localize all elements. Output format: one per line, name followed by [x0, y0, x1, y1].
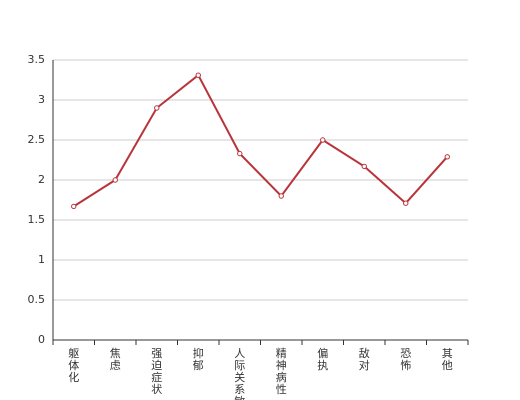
point — [154, 105, 160, 111]
x-tick-label: 偏执 — [317, 346, 328, 372]
y-tick-label: 0 — [38, 333, 45, 346]
y-tick-label: 3 — [38, 93, 45, 106]
y-tick-label: 3.5 — [28, 53, 46, 66]
y-tick-label: 2 — [38, 173, 45, 186]
y-tick-label: 2.5 — [28, 133, 46, 146]
point — [237, 150, 243, 157]
point — [403, 200, 409, 206]
x-tick-label: 强迫症状 — [151, 347, 162, 396]
x-tick-label: 人际关系敏感 — [234, 347, 245, 400]
x-tick-label: 精神病性 — [276, 347, 287, 396]
x-tick-label: 恐怖 — [400, 347, 411, 372]
point — [278, 193, 284, 199]
line — [73, 73, 448, 208]
point — [112, 177, 118, 183]
point — [444, 154, 450, 160]
x-tick-label: 躯体化 — [68, 347, 79, 384]
y-tick-label: 0.5 — [28, 293, 46, 306]
x-tick-label: 焦虑 — [110, 347, 121, 372]
point — [71, 203, 77, 210]
x-tick-label: 其他 — [442, 347, 453, 372]
point — [195, 72, 201, 78]
point — [361, 163, 367, 170]
point — [320, 137, 326, 143]
y-tick-label: 1.5 — [28, 213, 46, 226]
y-tick-label: 1 — [38, 253, 45, 266]
x-tick-label: 敌对 — [359, 346, 370, 372]
x-tick-label: 抑郁 — [193, 346, 204, 372]
